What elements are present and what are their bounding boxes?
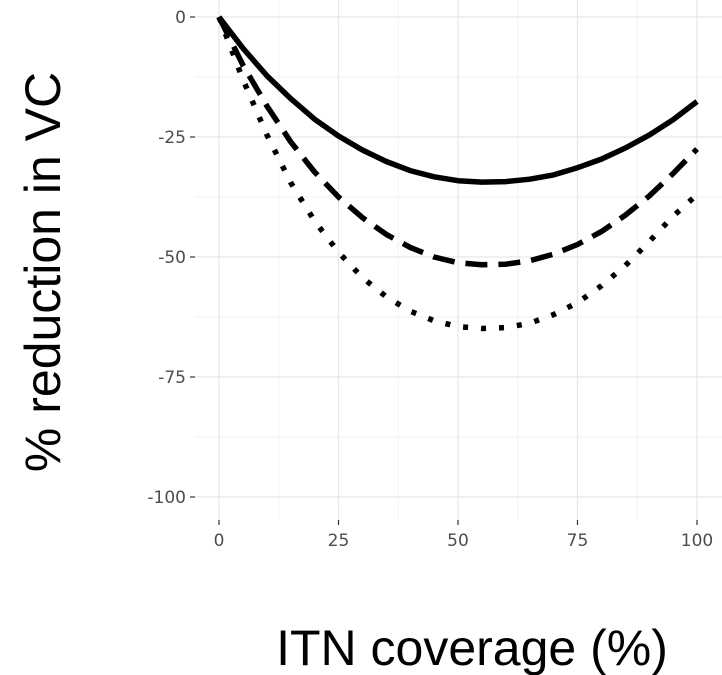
series-lines: [216, 15, 699, 332]
x-tick-label: 0: [214, 531, 225, 551]
x-tick-label: 100: [681, 531, 713, 551]
x-axis-ticks: 0 25 50 75 100: [214, 520, 713, 551]
y-tick-label: -25: [158, 128, 186, 148]
y-tick-label: -50: [158, 248, 186, 268]
y-tick-label: -100: [147, 488, 186, 508]
x-axis-title: ITN coverage (%): [276, 620, 668, 675]
grid: [195, 0, 722, 520]
y-axis-ticks: 0 -25 -50 -75 -100: [147, 8, 195, 508]
y-tick-label: -75: [158, 368, 186, 388]
y-axis-title: % reduction in VC: [15, 72, 71, 472]
series-line-solid: [216, 15, 699, 185]
x-tick-label: 25: [328, 531, 350, 551]
x-tick-label: 75: [567, 531, 589, 551]
x-tick-label: 50: [447, 531, 469, 551]
y-tick-label: 0: [175, 8, 186, 28]
